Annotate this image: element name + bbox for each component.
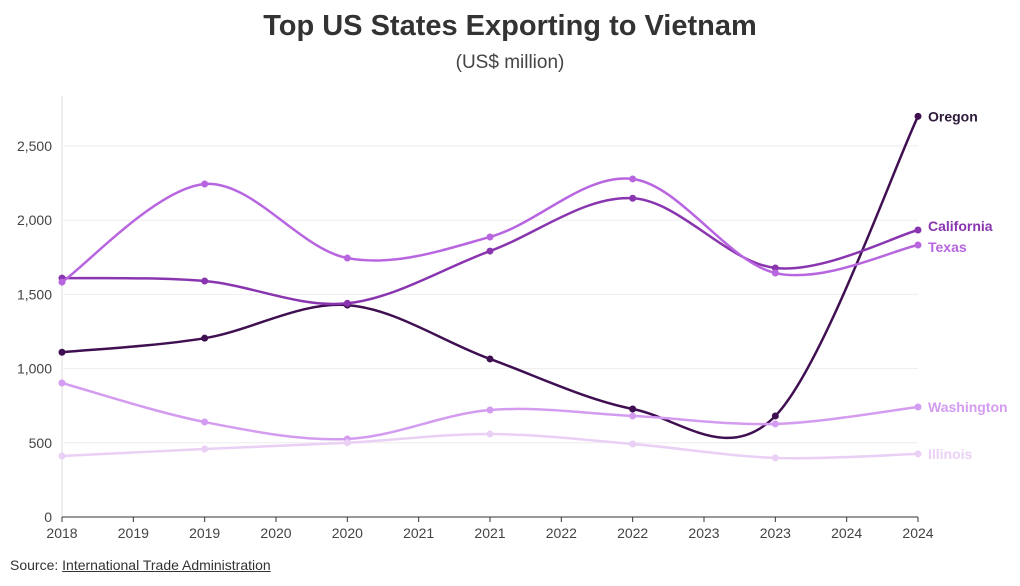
x-tick-label: 2023 (688, 525, 719, 541)
data-point (201, 445, 209, 453)
x-tick-label: 2020 (260, 525, 291, 541)
series-label: Illinois (928, 446, 973, 462)
series-label: California (928, 218, 993, 234)
series-label: Washington (928, 399, 1008, 415)
x-tick-label: 2020 (332, 525, 363, 541)
data-point (58, 348, 66, 356)
series-label: Oregon (928, 108, 978, 124)
data-point (771, 454, 779, 462)
x-tick-label: 2024 (831, 525, 862, 541)
y-tick-label: 1,000 (17, 361, 52, 377)
x-tick-label: 2019 (118, 525, 149, 541)
data-point (201, 334, 209, 342)
data-point (771, 420, 779, 428)
data-point (914, 403, 922, 411)
data-point (771, 412, 779, 420)
x-tick-label: 2021 (403, 525, 434, 541)
data-point (486, 406, 494, 414)
x-tick-label: 2022 (617, 525, 648, 541)
x-tick-label: 2019 (189, 525, 220, 541)
series-label: Texas (928, 239, 967, 255)
data-point (58, 379, 66, 387)
data-point (629, 440, 637, 448)
data-point (486, 430, 494, 438)
y-tick-label: 1,500 (17, 286, 52, 302)
series-line-texas (61, 177, 919, 284)
data-point (914, 450, 922, 458)
data-point (771, 269, 779, 277)
data-point (914, 112, 922, 120)
data-point (343, 439, 351, 447)
series-line-illinois (61, 432, 919, 460)
y-tick-label: 500 (29, 435, 53, 451)
data-point (201, 277, 209, 285)
source-note: Source: International Trade Administrati… (10, 557, 271, 573)
data-point (629, 175, 637, 183)
data-point (914, 226, 922, 234)
x-tick-label: 2024 (902, 525, 933, 541)
x-tick-label: 2018 (46, 525, 77, 541)
data-point (629, 412, 637, 420)
data-point (201, 418, 209, 426)
data-point (201, 180, 209, 188)
series-line-oregon (61, 115, 920, 440)
data-point (486, 247, 494, 255)
data-point (629, 194, 637, 202)
source-label: Source: (10, 557, 63, 573)
y-tick-label: 2,000 (17, 212, 52, 228)
x-tick-label: 2021 (474, 525, 505, 541)
x-tick-label: 2022 (546, 525, 577, 541)
data-point (343, 299, 351, 307)
source-link[interactable]: International Trade Administration (62, 557, 271, 573)
chart-title: Top US States Exporting to Vietnam (263, 10, 757, 42)
data-point (771, 264, 779, 272)
data-point (629, 405, 637, 413)
data-point (486, 355, 494, 363)
x-tick-label: 2023 (760, 525, 791, 541)
data-point (58, 278, 66, 286)
chart-subtitle: (US$ million) (455, 52, 565, 73)
data-point (58, 452, 66, 460)
y-tick-label: 0 (44, 509, 52, 525)
data-point (914, 241, 922, 249)
data-point (486, 233, 494, 241)
y-tick-label: 2,500 (17, 138, 52, 154)
data-point (343, 254, 351, 262)
